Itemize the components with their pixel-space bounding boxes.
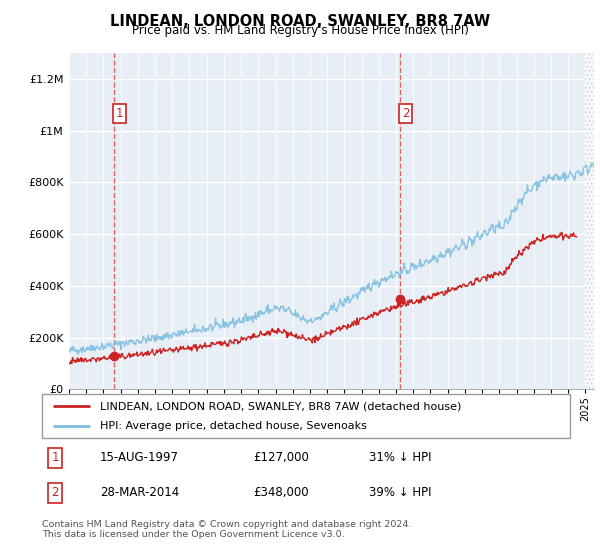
Text: Price paid vs. HM Land Registry's House Price Index (HPI): Price paid vs. HM Land Registry's House … <box>131 24 469 37</box>
FancyBboxPatch shape <box>42 394 570 438</box>
Text: HPI: Average price, detached house, Sevenoaks: HPI: Average price, detached house, Seve… <box>100 421 367 431</box>
Text: £348,000: £348,000 <box>253 486 309 500</box>
Text: 15-AUG-1997: 15-AUG-1997 <box>100 451 179 464</box>
Text: 39% ↓ HPI: 39% ↓ HPI <box>370 486 432 500</box>
Text: 1: 1 <box>116 107 124 120</box>
Text: LINDEAN, LONDON ROAD, SWANLEY, BR8 7AW (detached house): LINDEAN, LONDON ROAD, SWANLEY, BR8 7AW (… <box>100 401 461 411</box>
Text: 28-MAR-2014: 28-MAR-2014 <box>100 486 179 500</box>
Text: LINDEAN, LONDON ROAD, SWANLEY, BR8 7AW: LINDEAN, LONDON ROAD, SWANLEY, BR8 7AW <box>110 14 490 29</box>
Text: 2: 2 <box>402 107 409 120</box>
Text: 2: 2 <box>52 486 59 500</box>
Text: £127,000: £127,000 <box>253 451 309 464</box>
Text: 1: 1 <box>52 451 59 464</box>
Bar <box>586 53 594 389</box>
Text: 31% ↓ HPI: 31% ↓ HPI <box>370 451 432 464</box>
Text: Contains HM Land Registry data © Crown copyright and database right 2024.
This d: Contains HM Land Registry data © Crown c… <box>42 520 412 539</box>
